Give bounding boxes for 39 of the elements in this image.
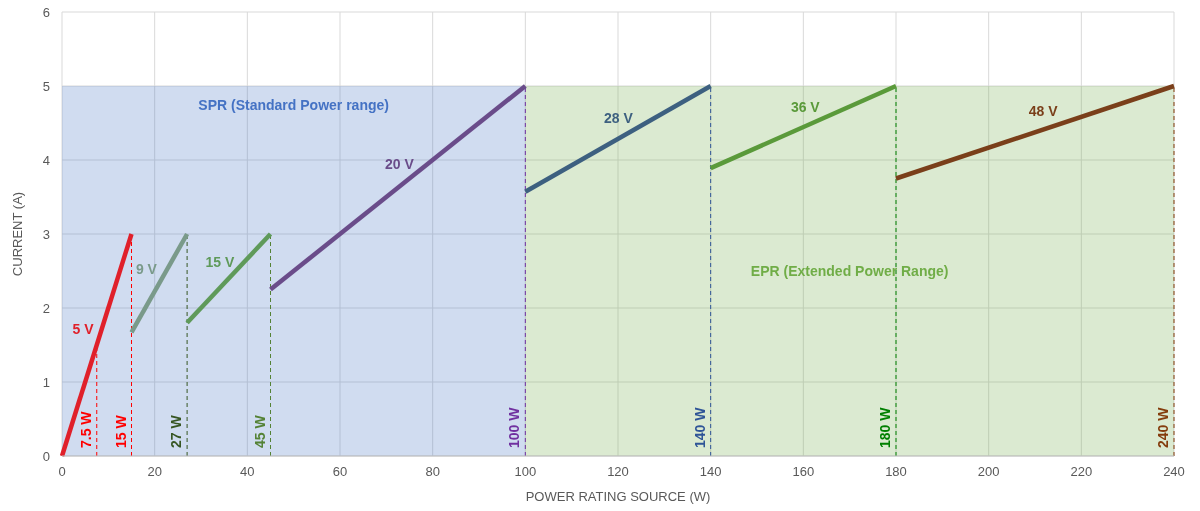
series-label: 28 V	[603, 109, 634, 126]
ref-line-label: 45 W	[251, 414, 268, 448]
y-tick-label: 3	[42, 227, 50, 242]
x-tick-label: 100	[514, 464, 537, 479]
y-tick-label: 5	[42, 79, 50, 94]
ref-line-label: 140 W	[691, 406, 708, 448]
x-tick-label: 80	[425, 464, 440, 479]
series-label: 15 V	[205, 253, 235, 270]
ref-line-label: 7.5 W	[77, 410, 94, 448]
x-tick-label: 180	[885, 464, 907, 479]
y-axis-title: CURRENT (A)	[10, 191, 25, 277]
y-tick-label: 0	[42, 449, 50, 464]
series-label: 36 V	[790, 98, 821, 115]
x-tick-label: 200	[977, 464, 1000, 479]
ref-line-label: 240 W	[1155, 406, 1171, 448]
series-label: 5 V	[72, 320, 95, 337]
series-label: 48 V	[1028, 102, 1059, 119]
series-label: 20 V	[385, 155, 415, 172]
y-tick-label: 2	[42, 301, 50, 316]
band-label: EPR (Extended Power Range)	[750, 263, 949, 279]
x-tick-label: 0	[58, 464, 66, 479]
x-tick-label: 140	[699, 464, 722, 479]
ref-line-label: 15 W	[112, 414, 129, 448]
series-label: 9 V	[135, 261, 158, 278]
band-label: SPR (Standard Power range)	[198, 97, 389, 113]
ref-line-label: 27 W	[168, 414, 185, 448]
y-tick-label: 4	[42, 153, 50, 168]
x-tick-label: 60	[332, 464, 348, 479]
x-tick-label: 40	[240, 464, 255, 479]
y-tick-label: 6	[42, 5, 50, 20]
x-tick-label: 220	[1070, 464, 1093, 479]
x-axis-title: POWER RATING SOURCE (W)	[525, 489, 711, 504]
x-tick-label: 160	[792, 464, 815, 479]
x-tick-label: 20	[147, 464, 162, 479]
ref-line-label: 100 W	[506, 406, 523, 448]
x-tick-label: 120	[607, 464, 629, 479]
y-tick-label: 1	[42, 375, 50, 390]
ref-line-label: 180 W	[877, 406, 893, 448]
x-tick-label: 240	[1163, 464, 1185, 479]
